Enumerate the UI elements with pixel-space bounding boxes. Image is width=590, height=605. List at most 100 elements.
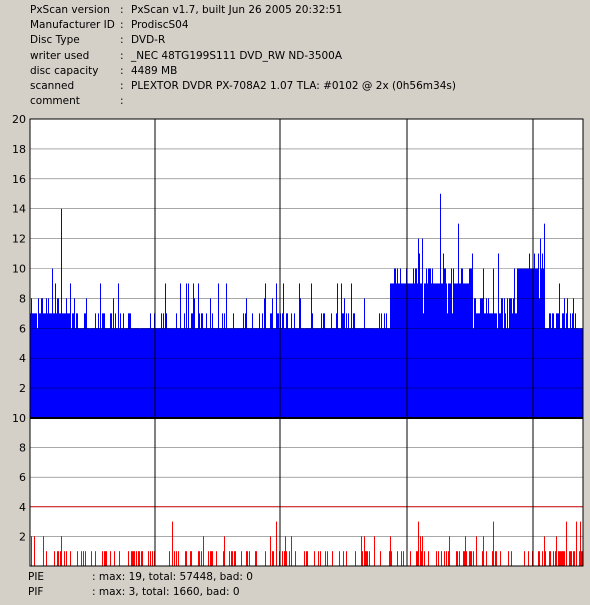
pif-bar [424, 551, 425, 566]
pif-bar [273, 551, 274, 566]
pif-y-tick-label: 2 [19, 530, 26, 543]
pif-bar [270, 536, 271, 566]
pie-y-tick-label: 16 [12, 173, 26, 186]
pif-bar [579, 551, 580, 566]
pif-bar [524, 551, 525, 566]
info-label: Manufacturer ID [30, 19, 115, 32]
pif-bar [428, 551, 429, 566]
pif-bar [422, 536, 423, 566]
pif-bar [211, 551, 212, 566]
pif-bar [403, 551, 404, 566]
pif-summary-label: PIF [28, 586, 44, 598]
info-label: comment [30, 95, 80, 108]
pif-bar [231, 551, 232, 566]
pif-bar [172, 521, 173, 566]
pif-bar [544, 536, 545, 566]
pif-bar [256, 551, 257, 566]
pie-summary: PIE : max: 19, total: 57448, bad: 0 [28, 570, 568, 585]
info-separator: : [120, 49, 124, 62]
pif-bar [306, 551, 307, 566]
pif-bar [486, 551, 487, 566]
pif-bar [119, 551, 120, 566]
pif-bar [397, 551, 398, 566]
pif-bar [276, 521, 277, 566]
info-value: PLEXTOR DVDR PX-708A2 1.07 TLA: #0102 @ … [131, 79, 456, 92]
pif-bar [178, 551, 179, 566]
pif-bar [198, 551, 199, 566]
pif-bar [550, 551, 551, 566]
pie-bar [440, 193, 441, 418]
pif-bar [571, 551, 572, 566]
pif-bar [482, 551, 483, 566]
pif-bar [483, 536, 484, 566]
pif-bar [83, 551, 84, 566]
pif-bar [339, 551, 340, 566]
pif-bar [66, 551, 67, 566]
pif-bar [169, 551, 170, 566]
pif-bar [58, 551, 59, 566]
pif-bar [174, 551, 175, 566]
pif-bar [562, 551, 563, 566]
pif-bar [476, 536, 477, 566]
pif-bar [496, 551, 497, 566]
pif-bar [241, 551, 242, 566]
pif-bar [473, 551, 474, 566]
pie-y-tick-label: 12 [12, 233, 26, 246]
pif-bar [390, 536, 391, 566]
info-value: PxScan v1.7, built Jun 26 2005 20:32:51 [131, 4, 343, 16]
pif-bar [493, 521, 494, 566]
scan-info-panel: PxScan version : PxScan v1.7, built Jun … [30, 3, 570, 109]
pif-bar [465, 536, 466, 566]
pie-y-tick-label: 10 [12, 263, 26, 276]
pif-bar [441, 551, 442, 566]
pif-bar [57, 551, 58, 566]
pif-bar [199, 551, 200, 566]
pif-bar [564, 551, 565, 566]
pif-bar [136, 551, 137, 566]
pif-bar [60, 551, 61, 566]
pif-bar [549, 551, 550, 566]
pif-bar [495, 551, 496, 566]
info-separator: : [120, 79, 124, 92]
pif-bar [556, 536, 557, 566]
info-value: DVD-R [131, 34, 166, 47]
pif-bar [410, 551, 411, 566]
info-value: ProdiscS04 [131, 19, 189, 32]
pif-bar [235, 551, 236, 566]
pif-bar [332, 551, 333, 566]
pif-bar [444, 551, 445, 566]
pie-y-tick-label: 20 [12, 113, 26, 126]
pif-bar [95, 551, 96, 566]
pif-bar [346, 551, 347, 566]
pif-bar [141, 551, 142, 566]
pif-bar [114, 551, 115, 566]
pif-bar [457, 551, 458, 566]
pif-bar [545, 551, 546, 566]
pif-bar [307, 551, 308, 566]
pif-bar [561, 551, 562, 566]
pie-summary-label: PIE [28, 571, 45, 583]
info-label: Disc Type [30, 34, 80, 47]
pif-bar [304, 551, 305, 566]
pif-bar [81, 551, 82, 566]
pif-bar [295, 551, 296, 566]
pif-y-tick-label: 4 [19, 501, 26, 514]
pif-bar [223, 551, 224, 566]
pie-y-tick-label: 14 [12, 203, 26, 216]
pif-bar [320, 551, 321, 566]
pif-bar [343, 551, 344, 566]
pif-bar [469, 551, 470, 566]
info-value: 4489 MB [131, 64, 178, 77]
pif-bar [203, 536, 204, 566]
pif-bar [538, 551, 539, 566]
pif-bar [566, 521, 567, 566]
pif-bar [229, 551, 230, 566]
pif-bar [210, 551, 211, 566]
pif-bar [191, 551, 192, 566]
pif-bar [77, 551, 78, 566]
info-separator: : [120, 34, 124, 47]
pif-bar [314, 551, 315, 566]
pif-bar [559, 551, 560, 566]
pif-bar [285, 536, 286, 566]
